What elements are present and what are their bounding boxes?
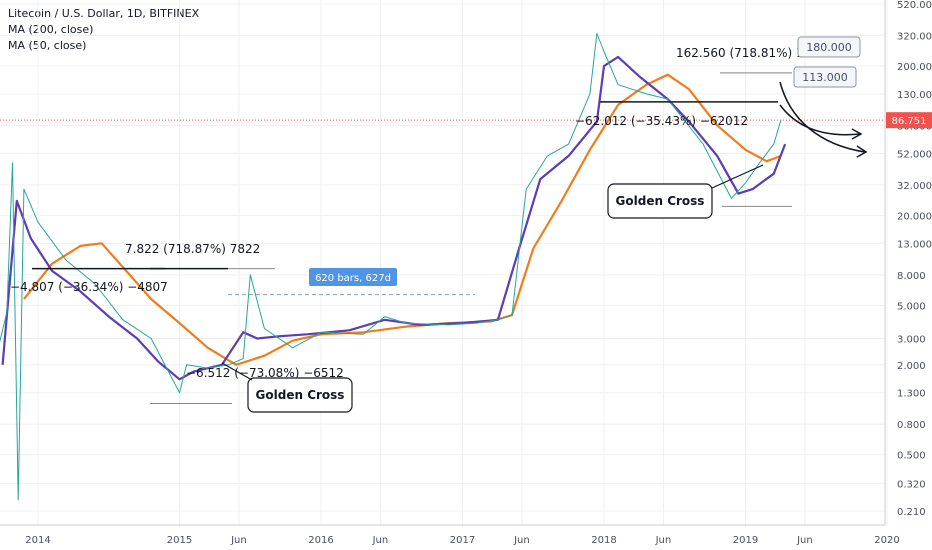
chart-title: Litecoin / U.S. Dollar, 1D, BITFINEX [8, 7, 200, 20]
y-tick-label: 0.500 [897, 451, 926, 462]
chart-legend: Litecoin / U.S. Dollar, 1D, BITFINEX MA … [8, 6, 199, 54]
x-tick-label: Jun [655, 535, 672, 546]
indicator-ma50[interactable]: MA (50, close) [8, 39, 87, 52]
x-tick-label: Jun [796, 535, 813, 546]
x-tick-label: 2014 [25, 535, 50, 546]
y-tick-label: 20.000 [897, 211, 932, 222]
y-tick-label: 0.210 [897, 507, 926, 518]
golden-cross-label-2: Golden Cross [616, 194, 705, 208]
x-tick-label: 2016 [308, 535, 333, 546]
target-label-113: 113.000 [802, 71, 848, 84]
x-tick-label: 2019 [733, 535, 758, 546]
target-label-180: 180.000 [806, 41, 852, 54]
y-tick-label: 0.320 [897, 480, 926, 491]
x-tick-label: Jun [372, 535, 389, 546]
golden-cross-pointer-2 [711, 164, 764, 189]
indicator-ma200[interactable]: MA (200, close) [8, 23, 94, 36]
projection-arrow-1 [779, 81, 866, 153]
x-tick-label: 2015 [167, 535, 192, 546]
y-tick-label: 2.000 [897, 361, 926, 372]
golden-cross-box-1 [247, 377, 353, 413]
x-tick-label: 2018 [591, 535, 616, 546]
range-label: −6.512 (−73.08%) −6512 [186, 366, 344, 380]
projection-arrow-2 [779, 104, 861, 136]
y-tick-label: 1.300 [897, 389, 926, 400]
target-box-113 [793, 66, 857, 88]
arrowhead-2 [851, 128, 863, 140]
x-tick-label: 2017 [450, 535, 475, 546]
arrowhead-1 [856, 145, 868, 158]
x-tick-label: Jun [513, 535, 530, 546]
y-tick-label: 13.000 [897, 239, 932, 250]
y-tick-label: 52.000 [897, 149, 932, 160]
y-tick-label: 200.000 [897, 62, 932, 73]
current-price-badge [886, 112, 932, 129]
range-label: −4.807 (−36.34%) −4807 [10, 280, 168, 294]
target-box-180 [797, 36, 861, 58]
x-tick-label: 2020 [874, 535, 899, 546]
y-tick-label: 8.000 [897, 271, 926, 282]
y-tick-label: 32.000 [897, 181, 932, 192]
y-tick-label: 520.000 [897, 0, 932, 11]
x-tick-label: Jun [230, 535, 247, 546]
y-tick-label: 0.800 [897, 420, 926, 431]
golden-cross-label-1: Golden Cross [256, 388, 345, 402]
golden-cross-pointer-1 [221, 362, 253, 381]
golden-cross-box-2 [607, 183, 713, 219]
range-label: 7.822 (718.87%) 7822 [125, 242, 260, 256]
y-tick-label: 5.000 [897, 301, 926, 312]
range-label: −62.012 (−35.43%) −62012 [575, 114, 748, 128]
bars-measure-label: 620 bars, 627d [315, 273, 391, 284]
y-tick-label: 320.000 [897, 31, 932, 42]
y-tick-label: 130.000 [897, 90, 932, 101]
bars-measure-badge [309, 268, 397, 286]
current-price-label: 86.751 [892, 116, 927, 127]
price-line [0, 33, 782, 501]
y-tick-label: 3.000 [897, 334, 926, 345]
